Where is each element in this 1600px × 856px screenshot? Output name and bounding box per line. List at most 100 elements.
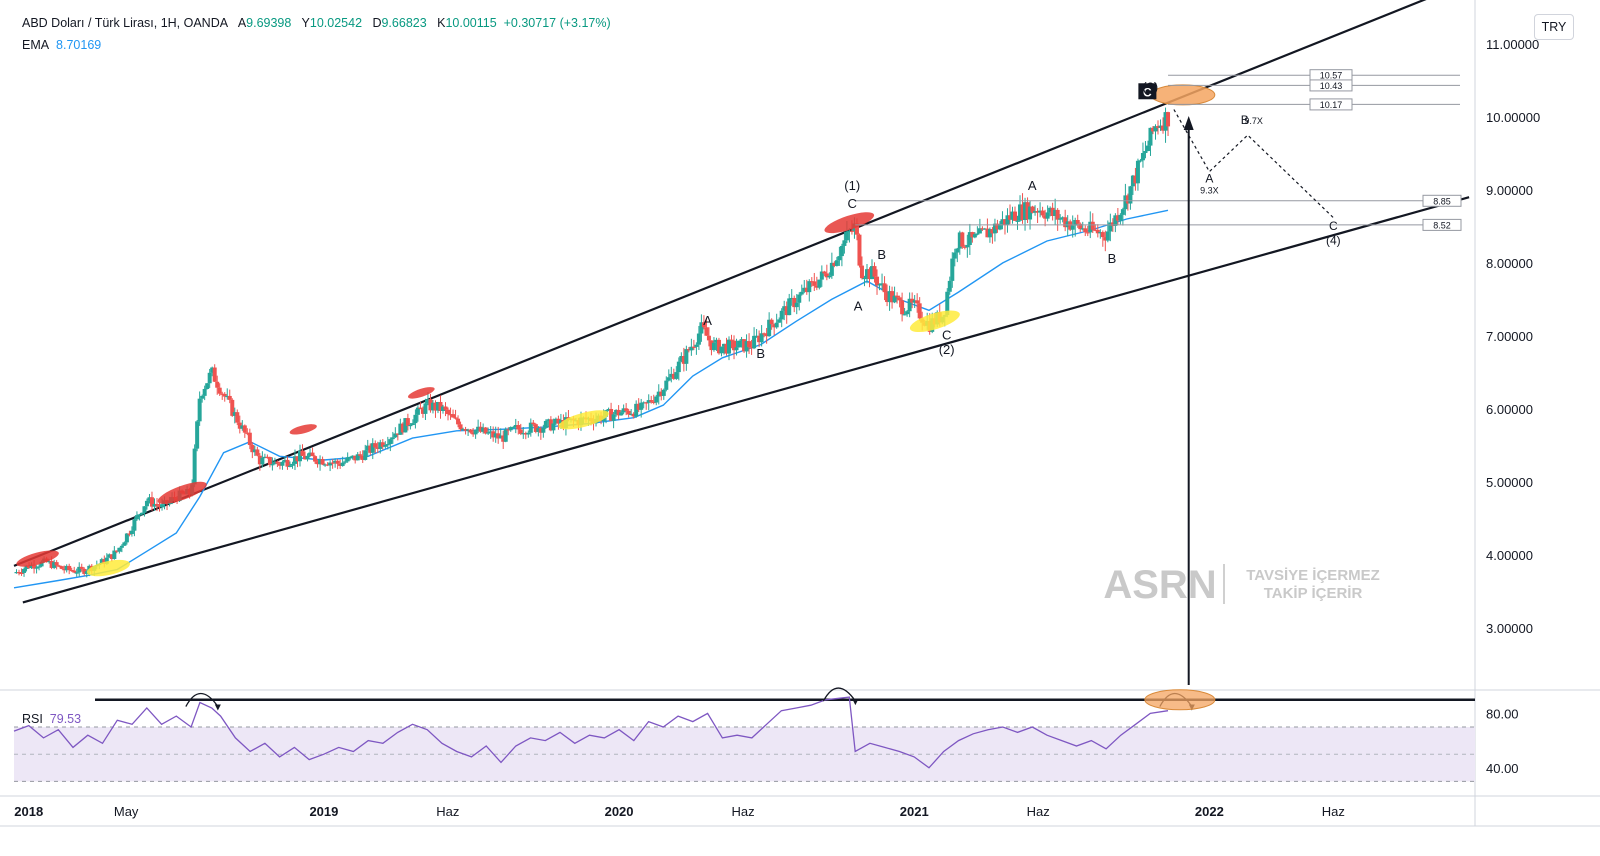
candle-body (822, 271, 827, 274)
red-marker[interactable] (155, 477, 209, 508)
candle-body (742, 339, 747, 352)
candle-body (952, 252, 957, 259)
candle-body (536, 428, 541, 432)
candle-body (385, 444, 390, 446)
candle-body (1033, 211, 1038, 213)
candle-body (521, 433, 526, 435)
watermark-line1: TAVSİYE İÇERMEZ (1246, 567, 1380, 584)
red-marker[interactable] (289, 422, 318, 437)
candle-body (315, 461, 320, 465)
candle-body (448, 414, 453, 416)
x-tick-label: Haz (436, 804, 459, 819)
candle-body (114, 550, 119, 552)
lower-channel-line[interactable] (22, 196, 1470, 604)
candle-body (247, 432, 252, 446)
candle-body (67, 565, 72, 570)
candle-body (674, 372, 679, 379)
candle-body (885, 292, 890, 303)
candle-body (330, 462, 335, 464)
candle-body (124, 533, 129, 543)
candle-body (970, 232, 975, 238)
candle-body (1093, 229, 1098, 231)
currency-button[interactable]: TRY (1534, 14, 1574, 40)
candle-body (1100, 232, 1105, 238)
candle-body (438, 401, 443, 411)
yellow-marker[interactable] (557, 406, 611, 433)
candle-body (400, 423, 405, 433)
candle-body (1098, 232, 1103, 234)
candle-body (837, 256, 842, 261)
red-marker[interactable] (407, 385, 436, 401)
candle-body (363, 450, 368, 460)
candle-body (915, 300, 920, 304)
ema-legend[interactable]: EMA 8.70169 (22, 38, 101, 52)
candle-body (792, 297, 797, 308)
candle-body (1105, 231, 1110, 241)
candle-body (681, 356, 686, 364)
candle-body (240, 425, 245, 429)
candle-body (410, 423, 415, 425)
candle-body (300, 450, 305, 456)
ema-line[interactable] (13, 209, 1169, 589)
candle-body (646, 400, 651, 403)
candle-body (323, 464, 328, 466)
rsi-legend[interactable]: RSI 79.53 (22, 712, 81, 726)
candle-body (666, 377, 671, 381)
candle-body (528, 422, 533, 433)
candle-body (202, 388, 207, 396)
x-tick-label: Haz (731, 804, 754, 819)
orange-marker[interactable] (1150, 84, 1216, 106)
candle-body (689, 346, 694, 351)
candle-body (661, 389, 666, 396)
candle-body (29, 564, 34, 569)
candle-body (711, 342, 716, 351)
candle-body (995, 223, 1000, 230)
candle-body (107, 554, 112, 558)
yellow-marker[interactable] (908, 306, 962, 337)
yellow-marker[interactable] (85, 557, 131, 580)
red-marker[interactable] (822, 208, 876, 237)
candle-body (769, 319, 774, 325)
candle-body (767, 319, 772, 337)
candle-body (1148, 127, 1153, 146)
projection-path[interactable] (1173, 109, 1334, 219)
rsi-line[interactable] (13, 696, 1169, 769)
candle-body (320, 459, 325, 465)
wave-label: (3) (1142, 79, 1158, 94)
y-tick-label: 8.00000 (1486, 256, 1533, 271)
symbol-name[interactable]: ABD Doları / Türk Lirası, 1H, OANDA (22, 16, 229, 30)
candle-body (262, 456, 267, 459)
candle-body (706, 335, 711, 341)
candle-body (764, 333, 769, 337)
candle-body (32, 564, 37, 569)
red-marker[interactable] (15, 547, 61, 570)
candle-body (335, 460, 340, 464)
candle-body (34, 567, 39, 569)
candle-body (328, 462, 333, 466)
candle-body (546, 419, 551, 421)
upper-channel-line[interactable] (13, 0, 1469, 567)
rsi-tick-label: 80.00 (1486, 706, 1519, 721)
candle-body (207, 372, 212, 384)
candle-body (987, 229, 992, 238)
candle-body (548, 419, 553, 431)
candle-body (1030, 206, 1035, 213)
candle-body (403, 418, 408, 433)
wave-label: A (1028, 178, 1037, 193)
candle-body (338, 463, 343, 466)
candle-body (355, 454, 360, 461)
rsi-curve-arrow (185, 692, 219, 707)
rsi-orange-marker[interactable] (1144, 689, 1216, 711)
x-tick-label: May (114, 804, 139, 819)
candle-body (807, 281, 812, 293)
candle-body (772, 324, 777, 328)
candle-body (1115, 215, 1120, 221)
candle-body (1005, 215, 1010, 226)
candle-body (827, 275, 832, 278)
candle-body (1095, 229, 1100, 234)
candle-body (285, 459, 290, 467)
candle-body (784, 306, 789, 316)
low-value: 9.66823 (381, 16, 427, 30)
candle-body (739, 339, 744, 341)
